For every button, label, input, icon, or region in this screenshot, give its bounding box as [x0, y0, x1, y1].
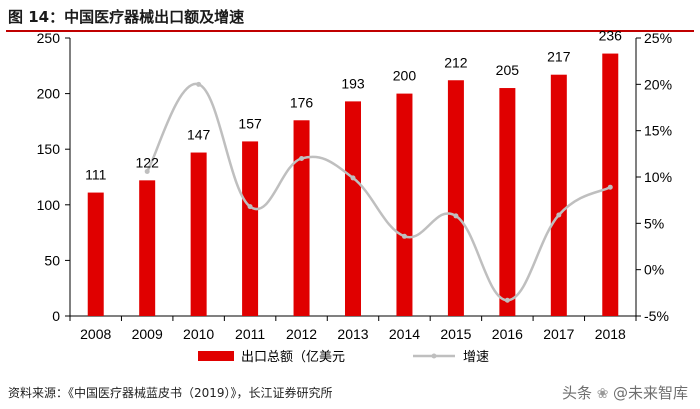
x-tick-label: 2010 — [183, 326, 214, 342]
growth-rate-line — [146, 82, 611, 302]
bar-data-label: 217 — [547, 49, 571, 65]
growth-point-2018 — [607, 184, 613, 190]
bar-export-2011 — [242, 141, 259, 316]
y-right-tick-label: 5% — [644, 215, 664, 231]
title-divider — [6, 30, 694, 32]
x-tick-label: 2016 — [492, 326, 523, 342]
legend-swatch-growth-marker — [431, 353, 437, 359]
bar-data-label: 122 — [136, 154, 160, 170]
bar-export-2012 — [293, 120, 310, 317]
y-right-tick-label: 20% — [644, 76, 672, 92]
bar-export-2014 — [396, 93, 413, 316]
x-tick-label: 2011 — [235, 326, 265, 342]
growth-point-2015 — [453, 213, 459, 219]
bar-export-2008 — [87, 192, 104, 316]
bar-data-label: 176 — [290, 94, 314, 110]
x-tick-label: 2015 — [440, 326, 471, 342]
y-right-tick-label: 0% — [644, 262, 664, 278]
x-tick-label: 2008 — [80, 326, 111, 342]
bar-export-2017 — [550, 74, 567, 316]
x-tick-label: 2013 — [337, 326, 368, 342]
y-left-tick-label: 250 — [37, 30, 61, 46]
growth-point-2016 — [504, 297, 510, 303]
growth-point-2011 — [247, 204, 253, 210]
y-right-tick-label: 25% — [644, 30, 672, 46]
bar-export-2013 — [345, 101, 361, 316]
y-left-tick-label: 150 — [37, 141, 61, 157]
source-note: 资料来源：《中国医疗器械蓝皮书（2019）》，长江证券研究所 — [8, 386, 333, 400]
legend-label-growth: 增速 — [463, 350, 489, 365]
bar-data-label: 157 — [238, 115, 262, 131]
bar-data-label: 205 — [496, 62, 520, 78]
paw-icon: ❀ — [596, 386, 613, 402]
y-right-tick-label: 15% — [644, 123, 672, 139]
y-right-tick-label: -5% — [644, 308, 669, 324]
y-left-tick-label: 50 — [44, 252, 60, 268]
growth-point-2014 — [401, 233, 407, 239]
y-left-tick-label: 200 — [37, 86, 61, 102]
bar-data-label: 193 — [341, 75, 365, 91]
y-left-tick-label: 0 — [52, 308, 60, 324]
bar-export-2015 — [447, 80, 464, 316]
legend-swatch-export — [198, 351, 234, 361]
bar-data-label: 147 — [187, 127, 211, 143]
growth-point-2009 — [144, 168, 150, 174]
x-tick-label: 2017 — [543, 326, 574, 342]
growth-point-2012 — [299, 155, 305, 161]
bar-data-label: 111 — [85, 167, 106, 183]
bar-export-2016 — [499, 88, 516, 316]
y-right-tick-label: 10% — [644, 169, 672, 185]
y-left-tick-label: 100 — [37, 197, 61, 213]
x-tick-label: 2012 — [286, 326, 317, 342]
bar-data-label: 200 — [393, 68, 417, 84]
bar-data-label: 236 — [599, 28, 623, 44]
watermark-prefix: 头条 — [562, 384, 593, 402]
growth-point-2010 — [196, 81, 202, 87]
watermark: 头条 ❀ @未来智库 — [562, 382, 688, 403]
x-tick-label: 2014 — [389, 326, 420, 342]
legend-label-export: 出口总额（亿美元 — [241, 350, 345, 365]
watermark-brand: @未来智库 — [612, 384, 688, 402]
bar-data-label: 212 — [444, 54, 468, 70]
growth-point-2013 — [350, 175, 356, 181]
bar-export-2009 — [139, 180, 156, 316]
x-tick-label: 2018 — [595, 326, 626, 342]
x-tick-label: 2009 — [132, 326, 163, 342]
growth-point-2017 — [556, 212, 562, 218]
bar-export-2010 — [190, 152, 207, 316]
chart-title: 图 14：中国医疗器械出口额及增速 — [8, 8, 245, 26]
